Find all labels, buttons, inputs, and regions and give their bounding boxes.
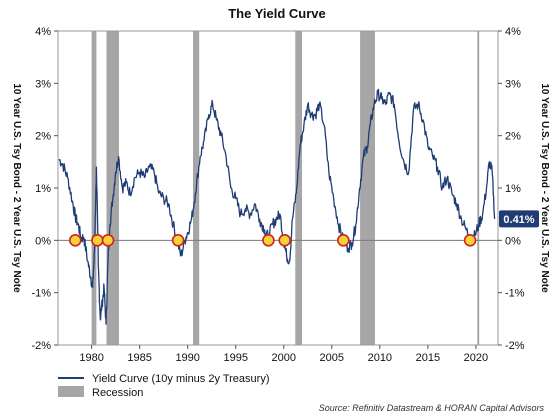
x-tick-label: 2000 bbox=[272, 352, 296, 364]
y-tick-label-right: 1% bbox=[505, 183, 521, 195]
inversion-marker bbox=[336, 234, 350, 247]
y-tick-label-right: 2% bbox=[505, 131, 521, 143]
y-axis-right-title: 10 Year U.S. Tsy Bond - 2 Year U.S. Tsy … bbox=[539, 83, 550, 293]
recession-band-0 bbox=[91, 31, 97, 345]
legend: Yield Curve (10y minus 2y Treasury) Rece… bbox=[58, 373, 270, 399]
legend-label-recession: Recession bbox=[92, 387, 143, 399]
inversion-marker bbox=[91, 234, 104, 247]
x-axis: 1980 1985 1990 1995 2000 2005 2010 2015 2020 bbox=[79, 345, 488, 364]
inversion-marker bbox=[69, 234, 82, 247]
x-tick-label: 1980 bbox=[79, 352, 103, 364]
y-tick-label-left: -1% bbox=[31, 288, 51, 300]
recession-band-3 bbox=[295, 31, 302, 345]
inversion-marker bbox=[262, 234, 275, 247]
chart-title: The Yield Curve bbox=[228, 6, 326, 21]
last-value-badge-box bbox=[499, 210, 539, 228]
inversion-marker bbox=[101, 234, 115, 247]
x-tick-label: 2015 bbox=[416, 352, 440, 364]
inversion-marker bbox=[463, 234, 477, 247]
y-tick-label-left: -2% bbox=[31, 340, 51, 352]
x-tick-label: 1995 bbox=[223, 352, 247, 364]
legend-label-yield-curve: Yield Curve (10y minus 2y Treasury) bbox=[92, 373, 270, 385]
last-value-badge: 0.41% bbox=[499, 210, 539, 228]
x-tick-label: 2020 bbox=[464, 352, 488, 364]
y-tick-label-left: 0% bbox=[35, 235, 51, 247]
y-tick-label-right: 0% bbox=[505, 235, 521, 247]
y-axis-left: -2% -1% 0% 1% 2% 3% 4% bbox=[31, 26, 58, 352]
y-tick-label-right: 4% bbox=[505, 26, 521, 38]
y-tick-label-left: 2% bbox=[35, 131, 51, 143]
inversion-marker bbox=[171, 234, 185, 247]
x-tick-label: 1985 bbox=[127, 352, 151, 364]
y-tick-label-right: -1% bbox=[505, 288, 525, 300]
y-tick-label-right: 3% bbox=[505, 78, 521, 90]
x-tick-label: 2010 bbox=[368, 352, 392, 364]
inversion-marker bbox=[278, 234, 292, 247]
legend-recession-swatch bbox=[58, 386, 84, 397]
y-tick-label-left: 3% bbox=[35, 78, 51, 90]
recession-band-1 bbox=[106, 31, 119, 345]
x-tick-label: 1990 bbox=[175, 352, 199, 364]
recession-band-4 bbox=[360, 31, 375, 345]
y-axis-right: -2% -1% 0% 1% 2% 3% 4% bbox=[498, 26, 525, 352]
x-tick-label: 2005 bbox=[320, 352, 344, 364]
recession-band-5 bbox=[477, 31, 480, 345]
y-tick-label-left: 1% bbox=[35, 183, 51, 195]
source-note: Source: Refinitiv Datastream & HORAN Cap… bbox=[319, 403, 545, 413]
y-tick-label-right: -2% bbox=[505, 340, 525, 352]
y-axis-left-title: 10 Year U.S. Tsy Bond - 2 Year U.S. Tsy … bbox=[11, 83, 22, 293]
last-value-badge-label: 0.41% bbox=[503, 214, 534, 226]
inversion-markers bbox=[69, 234, 477, 247]
y-tick-label-left: 4% bbox=[35, 26, 51, 38]
